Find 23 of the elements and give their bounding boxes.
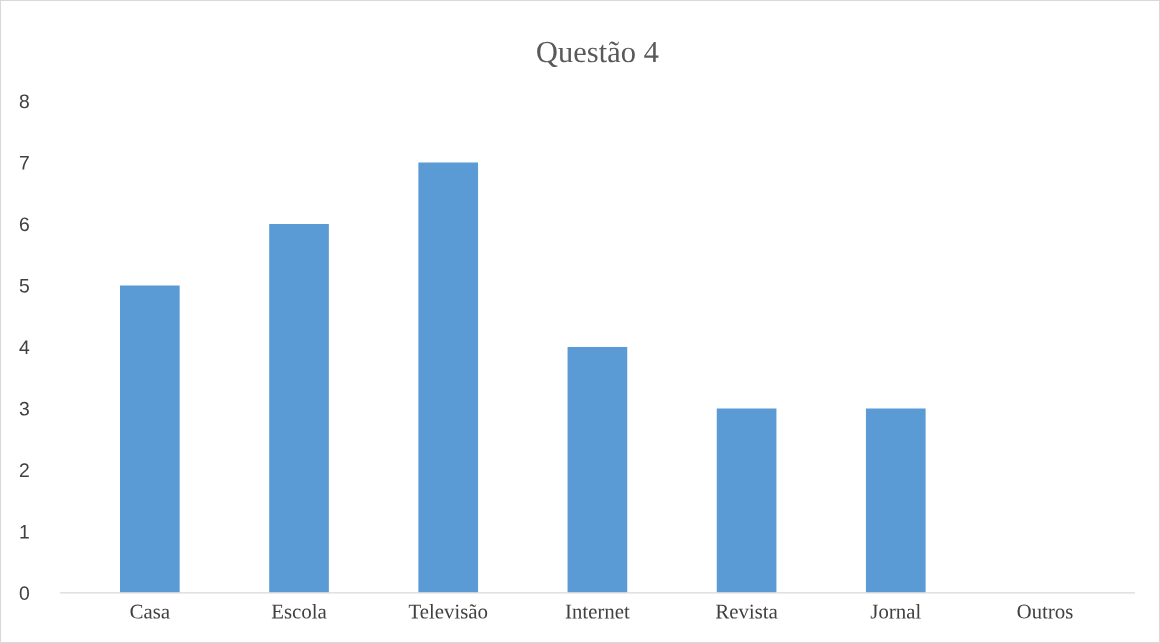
y-tick-label: 2 <box>19 463 29 477</box>
bar <box>269 223 329 593</box>
bar <box>120 285 180 593</box>
y-tick-label: 7 <box>19 156 29 170</box>
x-tick-label: Televisão <box>408 603 488 619</box>
y-tick-label: 4 <box>19 340 30 354</box>
bar <box>567 346 628 593</box>
y-tick-label: 6 <box>19 217 29 232</box>
chart-title: Questão 4 <box>537 41 659 68</box>
y-tick-label: 3 <box>19 401 29 416</box>
y-tick-label: 8 <box>19 94 29 109</box>
x-tick-label: Internet <box>565 604 630 619</box>
y-tick-label: 5 <box>19 279 29 293</box>
y-tick-label: 1 <box>20 525 29 539</box>
x-tick-label: Outros <box>1017 604 1073 619</box>
y-tick-label: 0 <box>19 586 29 601</box>
bar <box>865 408 926 593</box>
x-tick-label: Revista <box>715 604 778 619</box>
x-tick-label: Casa <box>130 604 170 619</box>
bar <box>716 408 777 593</box>
bar <box>418 162 479 593</box>
x-tick-label: Escola <box>271 603 327 619</box>
x-tick-label: Jornal <box>870 603 921 619</box>
